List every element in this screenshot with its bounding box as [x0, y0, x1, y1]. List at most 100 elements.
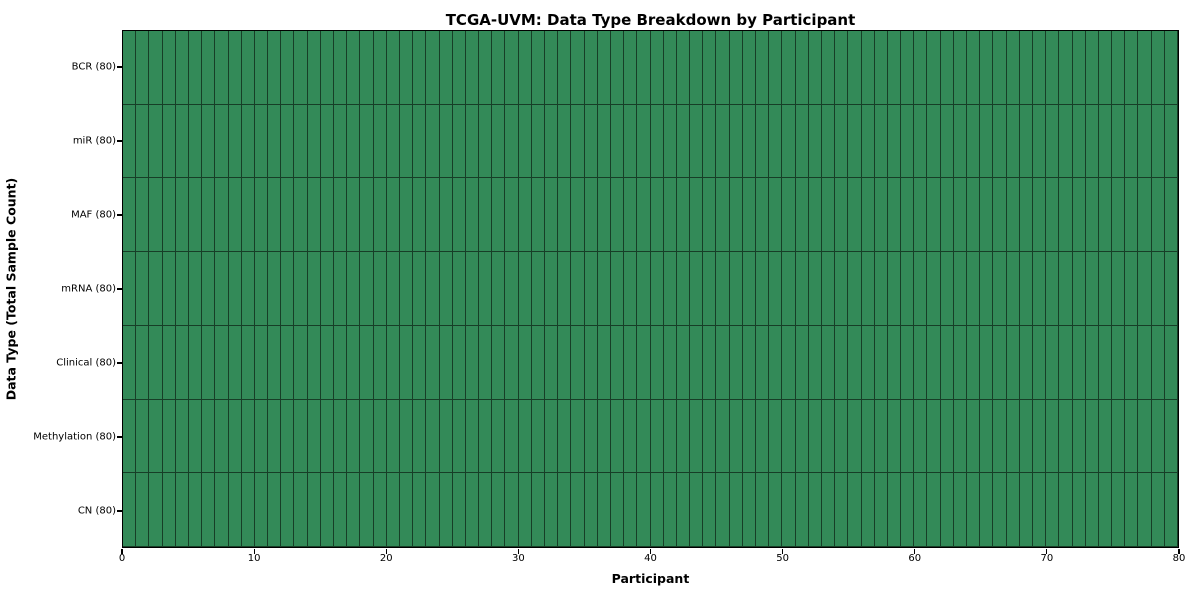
heatmap-cell [953, 104, 967, 179]
heatmap-cell [703, 31, 717, 105]
heatmap-cell [307, 31, 321, 105]
heatmap-cell [465, 104, 480, 179]
heatmap-cell [1046, 325, 1060, 400]
heatmap-cell [1006, 399, 1020, 474]
heatmap-cell [268, 31, 282, 105]
heatmap-cell [413, 473, 427, 547]
heatmap-cell [1164, 252, 1178, 326]
heatmap-cell [663, 252, 677, 326]
heatmap-cell [874, 178, 888, 253]
heatmap-cell [703, 178, 717, 253]
x-tick-mark [649, 548, 652, 554]
heatmap-cell [334, 473, 348, 547]
heatmap-cell [901, 104, 915, 179]
heatmap-cell [953, 31, 967, 105]
heatmap-cell [887, 399, 902, 474]
heatmap-cell [782, 31, 796, 105]
heatmap-cell [241, 252, 255, 326]
heatmap-cell [149, 252, 163, 326]
heatmap-cell [1112, 325, 1126, 400]
y-tick-label: miR (80) [72, 135, 116, 147]
heatmap-cell [914, 104, 928, 179]
heatmap-cell [1151, 399, 1165, 474]
heatmap-cell [716, 399, 730, 474]
heatmap-cell [901, 252, 915, 326]
heatmap-cell [215, 31, 229, 105]
heatmap-cell [821, 399, 836, 474]
y-tick-label: Clinical (80) [56, 357, 116, 369]
heatmap-cell [241, 178, 255, 253]
heatmap-cell [149, 399, 163, 474]
heatmap-cell [927, 325, 941, 400]
heatmap-cell [1085, 252, 1099, 326]
heatmap-cell [1112, 31, 1126, 105]
heatmap-cell [782, 473, 796, 547]
heatmap-cell [676, 325, 691, 400]
heatmap-cell [624, 252, 638, 326]
heatmap-cell [123, 399, 137, 474]
heatmap-cell [1098, 104, 1113, 179]
heatmap-cell [439, 399, 453, 474]
heatmap-cell [874, 325, 888, 400]
heatmap-cell [175, 31, 189, 105]
heatmap-cell [268, 178, 282, 253]
heatmap-cell [1151, 252, 1165, 326]
heatmap-cell [993, 473, 1007, 547]
heatmap-cell [228, 252, 242, 326]
heatmap-cell [162, 178, 176, 253]
heatmap-cell [584, 473, 598, 547]
heatmap-cell [1125, 104, 1139, 179]
heatmap-cell [479, 399, 493, 474]
heatmap-cell [861, 399, 875, 474]
heatmap-cell [835, 252, 849, 326]
heatmap-cell [584, 399, 598, 474]
heatmap-cell [518, 252, 532, 326]
heatmap-cell [610, 473, 625, 547]
heatmap-cell [188, 473, 203, 547]
heatmap-cell [175, 473, 189, 547]
heatmap-cell [782, 252, 796, 326]
x-tick-label: 80 [1172, 553, 1186, 564]
y-tick-label: mRNA (80) [61, 283, 116, 295]
y-tick-mark [117, 140, 122, 142]
heatmap-cell [914, 31, 928, 105]
plot-area: PresentAbsent [122, 30, 1179, 548]
heatmap-cell [861, 178, 875, 253]
heatmap-cell [861, 473, 875, 547]
heatmap-cell [254, 178, 269, 253]
heatmap-cell [835, 31, 849, 105]
heatmap-cell [399, 473, 414, 547]
heatmap-cell [716, 31, 730, 105]
heatmap-cell [1125, 325, 1139, 400]
heatmap-cell [479, 325, 493, 400]
heatmap-cell [940, 473, 954, 547]
heatmap-cell [835, 473, 849, 547]
heatmap-cell [729, 252, 743, 326]
heatmap-cell [175, 252, 189, 326]
heatmap-cell [202, 104, 216, 179]
x-tick-label: 70 [1040, 553, 1054, 564]
heatmap-cell [887, 31, 902, 105]
heatmap-cell [808, 178, 822, 253]
heatmap-cell [676, 399, 691, 474]
heatmap-cell [334, 252, 348, 326]
heatmap-cell [1098, 473, 1113, 547]
heatmap-cell [782, 104, 796, 179]
heatmap-cell [531, 178, 545, 253]
heatmap-cell [597, 31, 611, 105]
heatmap-cell [1006, 325, 1020, 400]
heatmap-cell [1085, 104, 1099, 179]
y-tick-mark [117, 362, 122, 364]
heatmap-cell [1138, 252, 1152, 326]
heatmap-cell [901, 325, 915, 400]
heatmap-cell [597, 252, 611, 326]
heatmap-cell [663, 325, 677, 400]
heatmap-cell [320, 325, 334, 400]
heatmap-cell [1098, 252, 1113, 326]
heatmap-cell [571, 399, 585, 474]
heatmap-cell [307, 104, 321, 179]
heatmap-cell [1019, 178, 1033, 253]
heatmap-cell [202, 325, 216, 400]
heatmap-cell [386, 178, 400, 253]
heatmap-cell [1138, 325, 1152, 400]
